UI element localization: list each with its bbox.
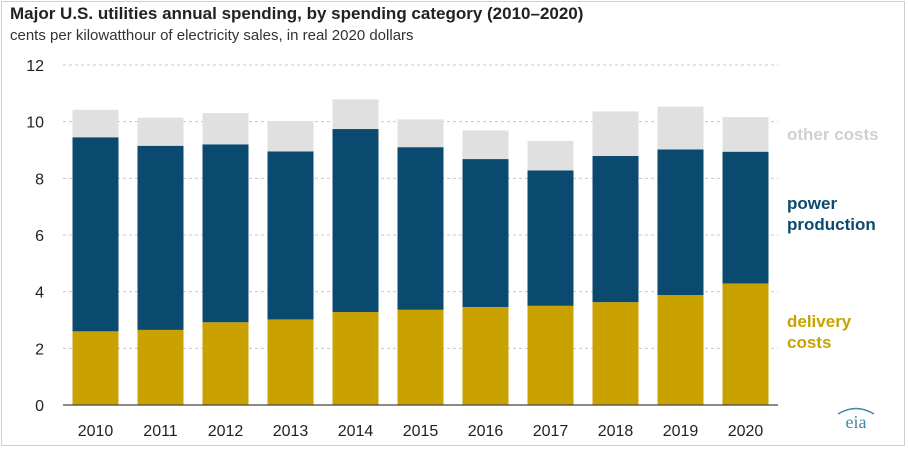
bar-delivery-2018	[592, 302, 639, 405]
x-tick-label: 2019	[663, 423, 699, 440]
legend-power-line2: production	[787, 215, 876, 234]
bar-delivery-2010	[72, 331, 119, 405]
bar-other-2017	[527, 140, 574, 171]
x-tick-label: 2012	[208, 423, 244, 440]
bar-other-2010	[72, 109, 119, 138]
bar-power-2015	[397, 147, 444, 310]
x-axis-ticks: 2010 2011 2012 2013 2014 2015 2016 2017 2018 2019…	[78, 423, 764, 440]
bar-other-2019	[657, 106, 704, 150]
bar-other-2011	[137, 117, 184, 146]
bar-delivery-2013	[267, 319, 314, 405]
legend-other-costs: other costs	[787, 124, 879, 145]
eia-logo-icon: eia	[837, 407, 875, 431]
bar-other-2016	[462, 130, 509, 160]
bar-other-2015	[397, 119, 444, 148]
y-axis-ticks: 0 2 4 6 8 10 12	[26, 58, 44, 415]
legend-power-production: power production	[787, 193, 876, 235]
x-tick-label: 2011	[143, 423, 178, 440]
bar-power-2020	[722, 151, 769, 284]
bar-power-2013	[267, 151, 314, 320]
y-tick-label: 0	[35, 398, 44, 415]
bar-delivery-2015	[397, 309, 444, 405]
legend-power-line1: power	[787, 194, 838, 213]
bar-other-2012	[202, 113, 249, 145]
bar-delivery-2019	[657, 295, 704, 405]
logo-arc	[837, 407, 875, 415]
x-tick-label: 2015	[403, 423, 439, 440]
chart-title: Major U.S. utilities annual spending, by…	[10, 4, 584, 23]
logo-text: eia	[846, 412, 867, 431]
bar-power-2017	[527, 170, 574, 306]
y-tick-label: 4	[35, 285, 44, 302]
bar-power-2014	[332, 129, 379, 313]
legend-delivery-costs: delivery costs	[787, 311, 851, 353]
bar-other-2014	[332, 99, 379, 130]
bar-other-2020	[722, 117, 769, 152]
x-tick-label: 2016	[468, 423, 504, 440]
bar-other-2013	[267, 121, 314, 152]
x-tick-label: 2013	[273, 423, 309, 440]
x-tick-label: 2020	[728, 423, 764, 440]
legend-other-line1: other costs	[787, 125, 879, 144]
bar-stacks	[72, 99, 769, 405]
bar-delivery-2012	[202, 322, 249, 405]
y-tick-label: 2	[35, 341, 44, 358]
bar-delivery-2020	[722, 283, 769, 405]
y-tick-label: 10	[26, 115, 44, 132]
bar-power-2018	[592, 155, 639, 303]
bar-power-2016	[462, 159, 509, 307]
y-tick-label: 6	[35, 228, 44, 245]
bar-power-2011	[137, 145, 184, 330]
chart-subtitle: cents per kilowatthour of electricity sa…	[10, 27, 414, 44]
bar-power-2012	[202, 144, 249, 323]
bar-power-2019	[657, 149, 704, 296]
x-tick-label: 2017	[533, 423, 569, 440]
y-tick-label: 12	[26, 58, 44, 75]
bar-delivery-2014	[332, 312, 379, 405]
bar-delivery-2017	[527, 305, 574, 405]
bar-power-2010	[72, 137, 119, 332]
x-tick-label: 2018	[598, 423, 634, 440]
bar-delivery-2016	[462, 306, 509, 405]
y-tick-label: 8	[35, 171, 44, 188]
legend-delivery-line1: delivery	[787, 312, 852, 331]
bar-delivery-2011	[137, 329, 184, 405]
bar-other-2018	[592, 111, 639, 156]
x-tick-label: 2014	[338, 423, 374, 440]
x-tick-label: 2010	[78, 423, 114, 440]
legend-delivery-line2: costs	[787, 333, 832, 352]
